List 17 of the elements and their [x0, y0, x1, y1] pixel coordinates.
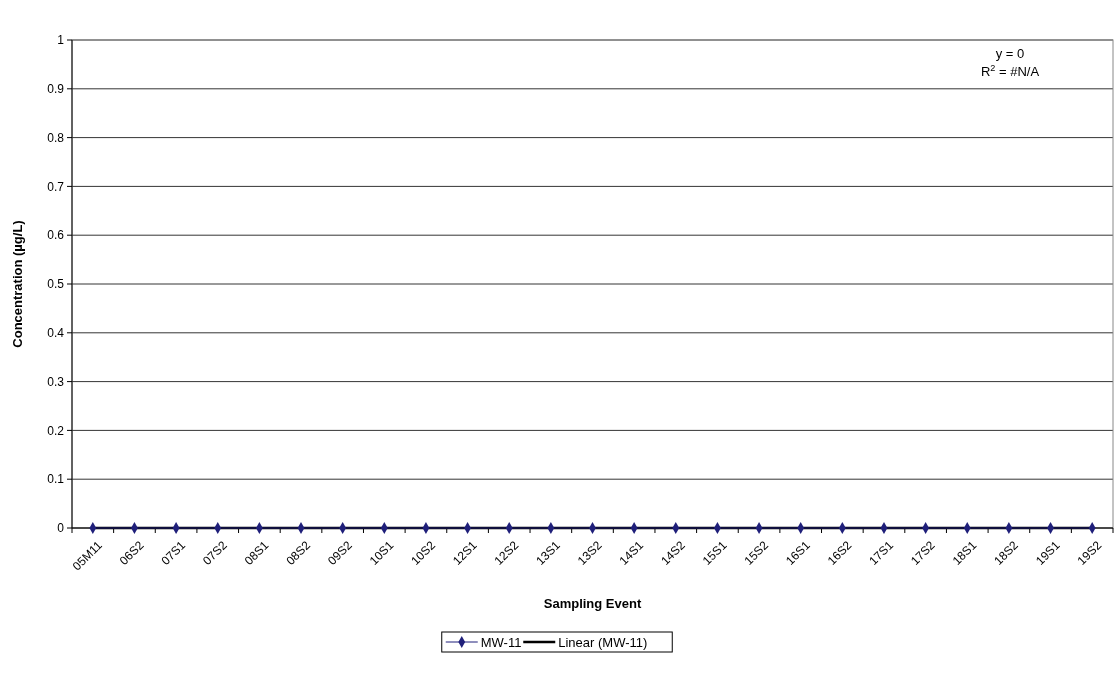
y-tick-label: 0.1: [47, 472, 65, 487]
y-tick-label: 0: [57, 521, 65, 536]
y-axis-title: Concentration (µg/L): [10, 220, 25, 348]
y-tick-label: 0.7: [47, 179, 65, 194]
y-tick-label: 0.8: [47, 130, 65, 145]
y-tick-label: 0.4: [47, 326, 65, 340]
y-tick-label: 0.6: [47, 228, 65, 243]
y-tick-label: 0.2: [47, 423, 65, 438]
y-tick-label: 0.9: [47, 82, 65, 96]
legend-label: Linear (MW-11): [558, 634, 648, 650]
annotation: R$^{2}$ = #N/A: [980, 63, 1040, 79]
annotation: y = 0: [995, 46, 1025, 61]
y-tick-label: 0.3: [47, 374, 65, 389]
legend-label: MW-11: [480, 634, 522, 650]
y-tick-label: 1: [57, 33, 65, 48]
y-tick-label: 0.5: [47, 277, 65, 292]
x-axis-title: Sampling Event: [543, 596, 642, 611]
